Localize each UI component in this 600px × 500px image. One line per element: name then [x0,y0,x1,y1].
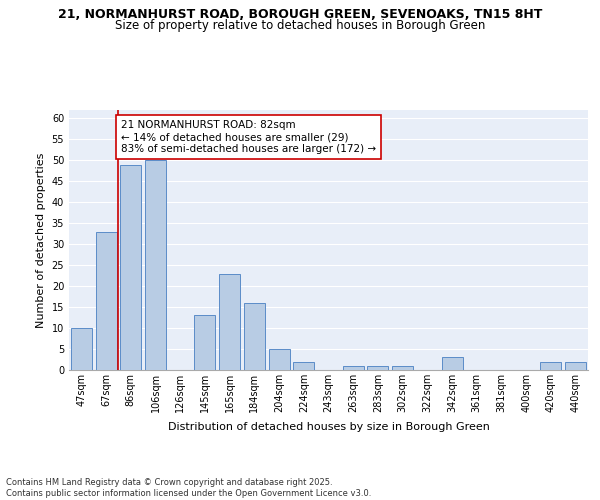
Bar [95,232,116,370]
Bar [442,358,463,370]
Bar [367,366,388,370]
Bar [269,349,290,370]
Bar [244,303,265,370]
Text: Size of property relative to detached houses in Borough Green: Size of property relative to detached ho… [115,18,485,32]
Y-axis label: Number of detached properties: Number of detached properties [36,152,46,328]
Text: Distribution of detached houses by size in Borough Green: Distribution of detached houses by size … [168,422,490,432]
Bar [194,316,215,370]
Bar [145,160,166,370]
Text: Contains HM Land Registry data © Crown copyright and database right 2025.
Contai: Contains HM Land Registry data © Crown c… [6,478,371,498]
Bar [71,328,92,370]
Bar [293,362,314,370]
Bar [343,366,364,370]
Bar [541,362,562,370]
Bar [120,164,141,370]
Text: 21, NORMANHURST ROAD, BOROUGH GREEN, SEVENOAKS, TN15 8HT: 21, NORMANHURST ROAD, BOROUGH GREEN, SEV… [58,8,542,20]
Bar [392,366,413,370]
Bar [565,362,586,370]
Bar [219,274,240,370]
Text: 21 NORMANHURST ROAD: 82sqm
← 14% of detached houses are smaller (29)
83% of semi: 21 NORMANHURST ROAD: 82sqm ← 14% of deta… [121,120,376,154]
